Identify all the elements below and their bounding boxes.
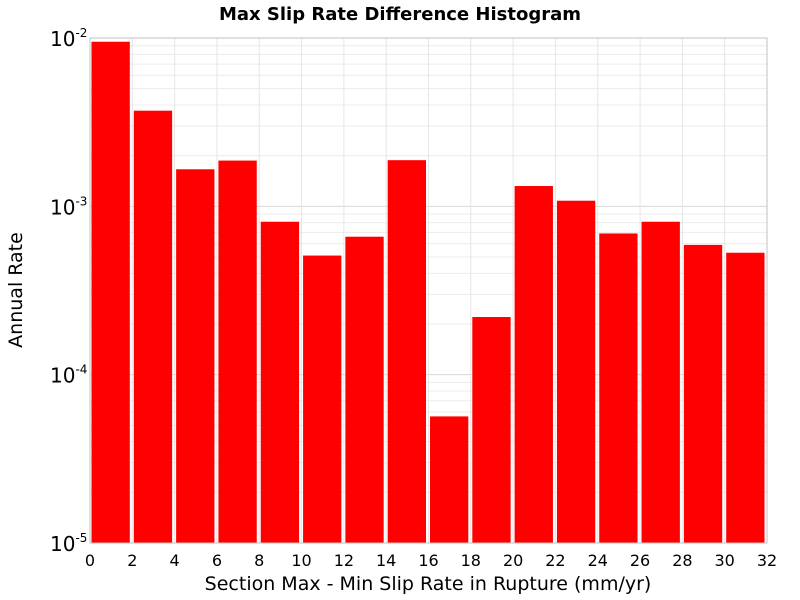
y-axis-label: Annual Rate [5, 232, 27, 348]
histogram-bar [345, 236, 384, 544]
y-tick-label: 10-2 [50, 26, 87, 51]
x-tick-label: 10 [291, 551, 311, 570]
x-tick-label: 8 [254, 551, 264, 570]
histogram-bar [556, 200, 596, 543]
histogram-bar [726, 252, 765, 544]
x-tick-label: 20 [503, 551, 523, 570]
x-tick-label: 6 [212, 551, 222, 570]
x-tick-label: 18 [461, 551, 481, 570]
histogram-bar [472, 317, 511, 543]
histogram-bar [260, 221, 300, 544]
x-tick-label: 32 [757, 551, 777, 570]
plot-area [89, 37, 768, 544]
x-tick-label: 14 [376, 551, 396, 570]
x-axis-label: Section Max - Min Slip Rate in Rupture (… [205, 573, 652, 595]
y-tick-label: 10-3 [50, 194, 87, 219]
y-tick-label: 10-5 [50, 531, 87, 556]
x-tick-label: 28 [672, 551, 692, 570]
x-tick-label: 16 [418, 551, 438, 570]
histogram-bar [176, 169, 215, 543]
histogram-bar [303, 255, 342, 543]
x-tick-label: 12 [334, 551, 354, 570]
y-axis-ticks: 10-5 10-4 10-3 10-2 [50, 26, 87, 556]
x-axis-ticks: 0 2 4 6 8 10 12 14 16 18 20 22 24 26 28 30 32 [85, 551, 777, 570]
y-tick-label: 10-4 [50, 363, 87, 388]
histogram-bar [91, 41, 130, 544]
histogram-bar [133, 110, 173, 544]
x-tick-label: 22 [545, 551, 565, 570]
histogram-bar [641, 221, 680, 544]
x-tick-label: 30 [715, 551, 735, 570]
x-tick-label: 0 [85, 551, 95, 570]
histogram-bar [514, 186, 553, 543]
plot-frame [89, 37, 768, 544]
x-tick-label: 26 [630, 551, 650, 570]
histogram-bar [683, 244, 723, 544]
chart-title: Max Slip Rate Difference Histogram [219, 4, 581, 25]
histogram-bar [387, 160, 426, 544]
x-tick-label: 4 [170, 551, 180, 570]
histogram-bar [218, 160, 257, 543]
x-tick-label: 24 [588, 551, 608, 570]
histogram-bar [430, 416, 469, 543]
x-tick-label: 2 [127, 551, 137, 570]
bars [91, 41, 765, 544]
histogram-bar [599, 233, 638, 544]
